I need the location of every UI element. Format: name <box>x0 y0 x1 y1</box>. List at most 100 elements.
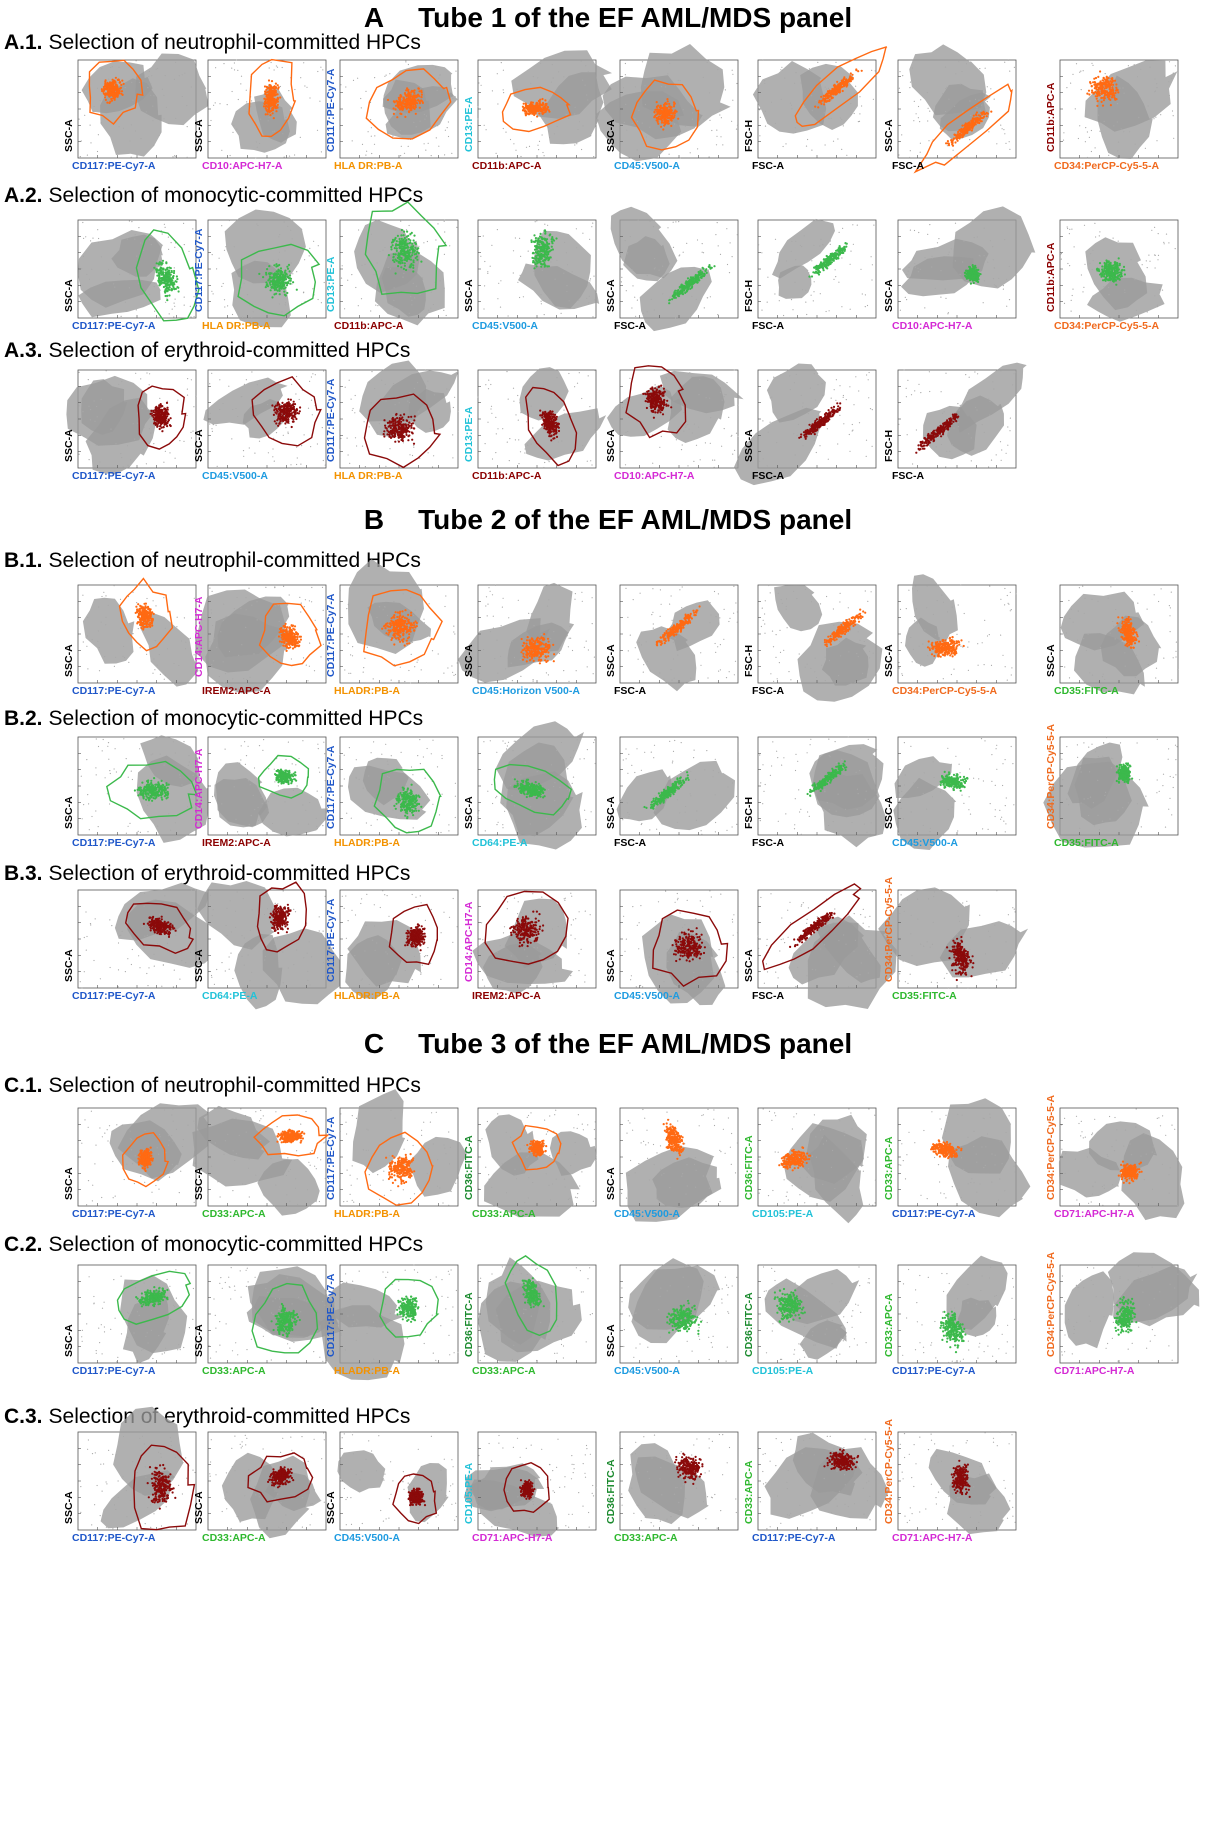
dot-plot-canvas <box>77 53 209 159</box>
gated-population <box>396 1295 420 1323</box>
dot-plot: SSC-A CD45:V500-A <box>595 44 739 172</box>
gated-population <box>100 76 125 105</box>
row-number: C.1. <box>4 1074 43 1097</box>
background-population <box>549 1131 597 1176</box>
background-population <box>140 612 199 687</box>
background-events <box>339 585 458 684</box>
x-axis-label: CD64:PE-A <box>472 837 527 849</box>
row-subtitle: C.2. Selection of monocytic-committed HPC… <box>4 1232 423 1258</box>
gate-outline <box>504 1255 558 1337</box>
gate-outline <box>135 229 200 322</box>
y-axis-label: CD36:FITC-A <box>463 1135 475 1200</box>
background-events <box>1064 585 1179 683</box>
y-axis-label: CD34:PerCP-Cy5-5-A <box>1045 1252 1057 1357</box>
dot-plot: CD36:FITC-A CD33:APC-A <box>463 1255 597 1377</box>
background-population <box>538 72 604 145</box>
section-title-text: Tube 3 of the EF AML/MDS panel <box>418 1028 852 1059</box>
gate-outline <box>363 393 442 469</box>
dot-plot: SSC-A FSC-A <box>605 584 739 697</box>
background-events <box>1060 222 1176 318</box>
axis-ticks <box>1060 1124 1159 1206</box>
y-axis-label: CD36:FITC-A <box>743 1135 755 1200</box>
x-axis-label: HLADR:PB-A <box>334 685 400 697</box>
gate-outline <box>118 577 174 652</box>
background-population <box>518 263 600 310</box>
background-events <box>898 738 1015 836</box>
background-population <box>66 375 157 446</box>
row-label: Selection of erythroid-committed HPCs <box>49 1405 411 1428</box>
background-population <box>640 44 731 127</box>
row-label: Selection of erythroid-committed HPCs <box>49 339 411 362</box>
background-population <box>948 1136 1031 1218</box>
background-population <box>345 935 402 1000</box>
background-population <box>774 585 823 632</box>
axis-ticks <box>78 906 177 988</box>
background-population <box>628 1443 686 1525</box>
gated-population <box>662 1118 685 1160</box>
gate-outline <box>258 602 322 667</box>
gate-outline <box>388 903 438 966</box>
background-events <box>339 1109 457 1206</box>
dot-plot-canvas <box>195 584 327 694</box>
axis-ticks <box>340 906 439 988</box>
dot-plot: SSC-A CD117:PE-Cy7-A <box>63 735 212 849</box>
gated-population <box>666 1299 703 1335</box>
x-axis-label: CD64:PE-A <box>202 990 257 1002</box>
x-axis-label: FSC-A <box>752 685 784 697</box>
plot-row: SSC-A CD117:PE-Cy7-A SSC-A CD33:APC-A CD117:… <box>0 1252 1216 1390</box>
background-events <box>1060 1265 1179 1362</box>
gated-population <box>135 1286 169 1308</box>
x-axis-label: CD45:V500-A <box>202 470 268 482</box>
background-population <box>205 613 289 694</box>
y-axis-label: SSC-A <box>193 949 205 982</box>
gated-population <box>268 903 292 935</box>
dot-plot-canvas <box>897 574 1017 684</box>
dot-plot: CD117:PE-Cy7-A HLADR:PB-A <box>325 736 459 849</box>
background-events <box>898 890 1016 989</box>
section-title-text: Tube 2 of the EF AML/MDS panel <box>418 504 852 535</box>
x-axis-label: CD45:V500-A <box>472 320 538 332</box>
y-axis-label: CD36:FITC-A <box>743 1292 755 1357</box>
background-population <box>797 621 883 702</box>
dot-plot: SSC-A CD45:V500-A <box>325 1431 459 1544</box>
x-axis-label: FSC-A <box>614 685 646 697</box>
y-axis-label: SSC-A <box>463 796 475 829</box>
y-axis-label: SSC-A <box>193 429 205 462</box>
gate-outline <box>652 909 729 987</box>
gated-population <box>387 228 423 275</box>
y-axis-label: SSC-A <box>743 429 755 462</box>
dot-plot-canvas <box>77 735 212 843</box>
plot-row: SSC-A CD117:PE-Cy7-A CD117:PE-Cy7-A HLA DR:… <box>0 201 1216 345</box>
axis-ticks <box>898 601 997 683</box>
x-axis-label: FSC-A <box>892 470 924 482</box>
dot-plot: SSC-A CD45:Horizon V500-A <box>458 582 597 697</box>
y-axis-label: SSC-A <box>605 796 617 829</box>
dot-plot-canvas <box>339 201 459 326</box>
axis-ticks <box>478 386 577 468</box>
x-axis-label: CD33:APC-A <box>202 1208 266 1220</box>
y-axis-label: SSC-A <box>63 644 75 677</box>
dot-plot-canvas <box>757 883 897 1009</box>
gated-population <box>945 110 993 147</box>
dot-plot: SSC-A CD117:PE-Cy7-A <box>63 577 199 697</box>
dot-plot-canvas <box>1059 59 1179 159</box>
axis-ticks <box>1060 236 1159 318</box>
plot-row: SSC-A CD117:PE-Cy7-A SSC-A CD33:APC-A CD117:… <box>0 1089 1216 1233</box>
dot-plot-canvas <box>339 1089 467 1207</box>
dot-plot: CD117:PE-Cy7-A HLA DR:PB-A <box>325 360 459 482</box>
axis-ticks <box>78 753 177 835</box>
y-axis-label: SSC-A <box>193 1491 205 1524</box>
background-population <box>912 574 958 644</box>
axis-ticks <box>758 753 857 835</box>
dot-plot-canvas <box>734 363 877 486</box>
dot-plot: CD14:APC-H7-A IREM2:APC-A <box>193 584 327 697</box>
axis-ticks <box>208 386 307 468</box>
axis-ticks <box>78 1124 177 1206</box>
dot-plot-canvas <box>610 206 739 332</box>
axis-ticks <box>208 601 307 683</box>
gate-outline <box>630 79 700 151</box>
background-population <box>766 363 826 423</box>
background-population <box>100 1470 175 1529</box>
background-population <box>407 1136 467 1197</box>
background-events <box>759 371 873 467</box>
